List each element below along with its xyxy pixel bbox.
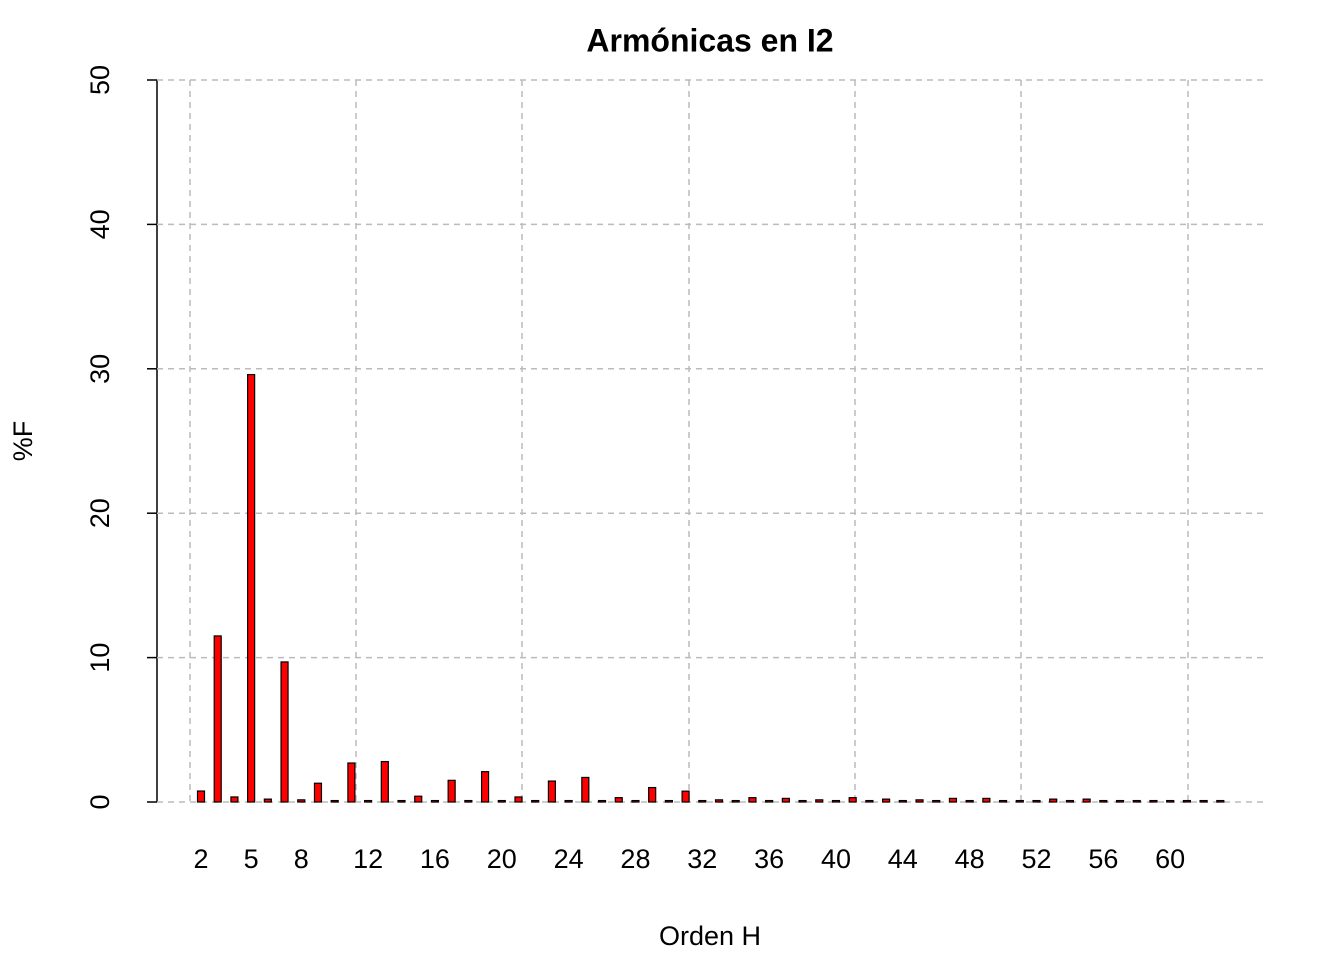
- bar: [380, 760, 389, 803]
- bar: [297, 799, 306, 803]
- bar: [982, 797, 991, 803]
- bar: [614, 797, 623, 803]
- bar: [547, 780, 557, 803]
- bar: [313, 782, 323, 803]
- y-tick-label: 10: [85, 643, 115, 673]
- bar: [798, 799, 807, 803]
- bar: [597, 799, 607, 803]
- bar: [748, 797, 757, 803]
- bar: [414, 795, 423, 803]
- bar: [898, 799, 907, 803]
- bar: [865, 799, 874, 803]
- bar: [213, 635, 222, 803]
- bar: [631, 799, 640, 803]
- x-tick-label: 28: [620, 844, 650, 874]
- bar: [882, 798, 891, 803]
- bar: [564, 799, 573, 803]
- bar: [932, 799, 941, 803]
- bar: [230, 796, 239, 803]
- bar: [397, 799, 406, 803]
- bar: [347, 762, 356, 803]
- bar: [1065, 799, 1075, 803]
- x-tick-label: 8: [294, 844, 309, 874]
- bar: [948, 797, 958, 803]
- bar: [581, 776, 590, 803]
- x-tick-label: 60: [1155, 844, 1185, 874]
- bar: [1149, 799, 1158, 803]
- x-axis-label: Orden H: [659, 921, 761, 951]
- bar: [1216, 799, 1225, 803]
- bar: [681, 790, 690, 803]
- bar: [714, 799, 724, 803]
- y-tick-label: 0: [85, 794, 115, 809]
- bar: [648, 786, 657, 803]
- chart-title: Armónicas en I2: [586, 22, 833, 58]
- bar: [196, 790, 206, 803]
- x-tick-label: 56: [1088, 844, 1118, 874]
- x-grid: [189, 80, 1189, 802]
- bar: [1015, 799, 1024, 803]
- bar: [330, 799, 339, 803]
- bar: [698, 799, 707, 803]
- x-tick-label: 52: [1021, 844, 1051, 874]
- bar: [464, 799, 473, 803]
- bar: [781, 797, 790, 803]
- x-tick-label: 44: [888, 844, 918, 874]
- bar: [998, 799, 1008, 803]
- bar: [1049, 798, 1058, 803]
- bar: [664, 799, 673, 803]
- x-tick-label: 48: [955, 844, 985, 874]
- bar: [447, 779, 456, 803]
- bar: [364, 799, 373, 803]
- x-tick-label: 12: [353, 844, 383, 874]
- bar: [915, 799, 924, 803]
- x-tick-label: 32: [687, 844, 717, 874]
- bar: [1199, 799, 1208, 803]
- bar: [848, 797, 857, 803]
- bar: [1099, 799, 1108, 803]
- bar: [765, 799, 774, 803]
- bar: [815, 799, 824, 803]
- bar: [1115, 799, 1125, 803]
- x-tick-label: 20: [487, 844, 517, 874]
- y-tick-label: 20: [85, 498, 115, 528]
- x-tick-label: 40: [821, 844, 851, 874]
- bar: [1132, 799, 1141, 803]
- bar: [531, 799, 540, 803]
- bar: [280, 661, 289, 803]
- bar: [1166, 799, 1175, 803]
- bar: [1082, 798, 1091, 803]
- x-tick-label: 5: [244, 844, 259, 874]
- bar: [731, 799, 740, 803]
- x-tick-label: 24: [554, 844, 584, 874]
- bar: [497, 799, 506, 803]
- bar: [247, 373, 256, 803]
- bar: [965, 799, 974, 803]
- x-tick-label: 16: [420, 844, 450, 874]
- y-tick-label: 30: [85, 354, 115, 384]
- bar: [1032, 799, 1041, 803]
- y-axis-label: %F: [8, 421, 38, 462]
- bar: [1182, 799, 1191, 803]
- x-tick-label: 2: [193, 844, 208, 874]
- bar: [263, 798, 272, 803]
- y-tick-label: 40: [85, 209, 115, 239]
- bar: [514, 796, 523, 803]
- bar: [831, 799, 841, 803]
- y-tick-label: 50: [85, 65, 115, 95]
- x-tick-label: 36: [754, 844, 784, 874]
- bar: [480, 771, 490, 803]
- bar: [430, 799, 440, 803]
